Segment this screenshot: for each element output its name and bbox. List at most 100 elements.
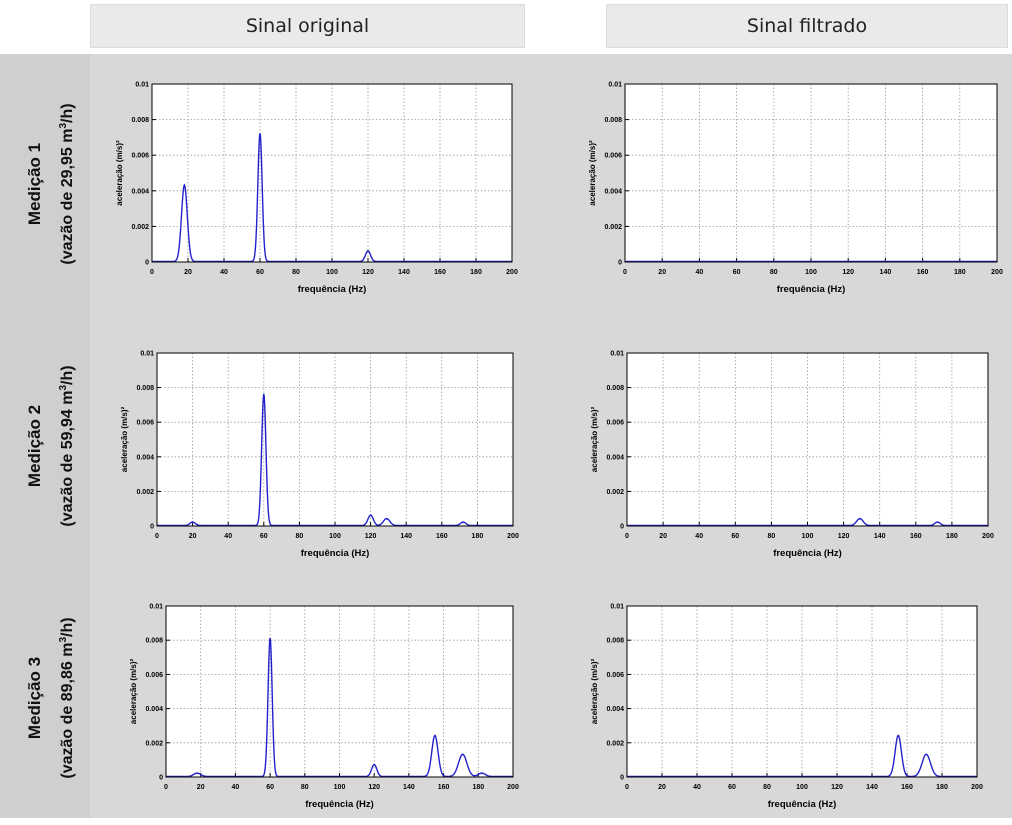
- y-tick-label: 0.002: [604, 224, 622, 231]
- x-tick-label: 200: [971, 784, 983, 791]
- x-tick-label: 120: [838, 533, 850, 540]
- peak-point: [461, 753, 464, 756]
- chart-svg: 0 20 40 60 80 100 120 140 160 180 200 0 0.002 0.004 0.…: [115, 82, 518, 296]
- y-tick-label: 0.01: [135, 82, 149, 89]
- y-axis-label: aceleração (m/s)²: [115, 140, 124, 206]
- x-tick-label: 60: [260, 533, 268, 540]
- x-tick-label: 80: [763, 784, 771, 791]
- x-tick-label: 40: [232, 784, 240, 791]
- x-axis-label: frequência (Hz): [773, 548, 842, 559]
- x-tick-label: 80: [768, 533, 776, 540]
- x-tick-label: 160: [917, 269, 929, 276]
- peak-point: [369, 514, 372, 517]
- spectrum-line: [627, 734, 977, 778]
- y-tick-label: 0.006: [145, 672, 163, 679]
- chart-svg: 0 20 40 60 80 100 120 140 160 180 200 0 0.002 0.004 0.…: [590, 351, 994, 560]
- y-tick-label: 0.004: [606, 454, 624, 461]
- x-tick-label: 40: [224, 533, 232, 540]
- plot-frame: [151, 83, 513, 263]
- x-axis-label: frequência (Hz): [777, 284, 846, 295]
- y-tick-label: 0.002: [131, 224, 149, 231]
- row-title: Medição 3: [25, 657, 44, 739]
- x-tick-label: 100: [329, 533, 341, 540]
- y-tick-label: 0.004: [131, 188, 149, 195]
- row-label-3: Medição 3 (vazão de 89,86 m3/h): [0, 578, 90, 818]
- column-header-original: Sinal original: [90, 4, 525, 48]
- x-tick-label: 200: [991, 269, 1003, 276]
- chart-panel-1-filtered: 0 20 40 60 80 100 120 140 160 180 200 0 0.002 0.004 0.…: [581, 78, 1005, 310]
- x-tick-label: 140: [874, 533, 886, 540]
- x-tick-label: 140: [398, 269, 410, 276]
- x-tick-label: 60: [731, 533, 739, 540]
- y-tick-label: 0.008: [136, 385, 154, 392]
- peak-point: [263, 393, 265, 396]
- spectrum-line: [166, 637, 513, 778]
- row-label-1: Medição 1 (vazão de 29,95 m3/h): [0, 54, 90, 314]
- y-tick-label: 0.008: [131, 117, 149, 124]
- row-title: Medição 2: [25, 405, 44, 487]
- x-axis-label: frequência (Hz): [305, 799, 374, 810]
- x-tick-label: 40: [696, 269, 704, 276]
- row-title: Medição 1: [25, 143, 44, 225]
- row-subtitle: (vazão de 29,95 m3/h): [58, 103, 76, 264]
- y-tick-label: 0.008: [606, 385, 624, 392]
- y-tick-label: 0.006: [604, 153, 622, 160]
- chart-svg: 0 20 40 60 80 100 120 140 160 180 200 0 0.002 0.004 0.…: [588, 82, 1003, 296]
- peak-point: [191, 521, 194, 524]
- x-tick-label: 60: [728, 784, 736, 791]
- y-tick-label: 0: [145, 260, 149, 267]
- x-tick-label: 80: [296, 533, 304, 540]
- x-tick-label: 140: [880, 269, 892, 276]
- x-tick-label: 20: [659, 533, 667, 540]
- x-tick-label: 100: [805, 269, 817, 276]
- y-tick-label: 0.002: [145, 740, 163, 747]
- y-tick-label: 0: [150, 524, 154, 531]
- chart-panel-3-original: 0 20 40 60 80 100 120 140 160 180 200 0 0.002 0.004 0.…: [122, 600, 521, 825]
- spectrum-line: [152, 133, 512, 263]
- x-tick-label: 120: [368, 784, 380, 791]
- x-tick-label: 100: [796, 784, 808, 791]
- x-tick-label: 20: [658, 269, 666, 276]
- y-tick-label: 0.006: [131, 153, 149, 160]
- y-tick-label: 0.01: [608, 82, 622, 89]
- peak-point: [269, 637, 271, 640]
- y-tick-label: 0.01: [149, 604, 163, 611]
- x-tick-label: 160: [438, 784, 450, 791]
- peak-point: [936, 521, 939, 524]
- x-tick-label: 20: [189, 533, 197, 540]
- x-tick-label: 100: [802, 533, 814, 540]
- chart-svg: 0 20 40 60 80 100 120 140 160 180 200 0 0.002 0.004 0.…: [590, 604, 983, 811]
- peak-point: [462, 521, 464, 524]
- peak-point: [480, 772, 483, 775]
- x-tick-label: 160: [434, 269, 446, 276]
- y-axis-label: aceleração (m/s)²: [590, 406, 599, 472]
- peak-point: [259, 133, 261, 135]
- y-tick-label: 0: [620, 775, 624, 782]
- chart-svg: 0 20 40 60 80 100 120 140 160 180 200 0 0.002 0.004 0.…: [129, 604, 519, 811]
- x-tick-label: 120: [831, 784, 843, 791]
- chart-svg: 0 20 40 60 80 100 120 140 160 180 200 0 0.002 0.004 0.…: [120, 351, 519, 560]
- y-tick-label: 0: [620, 524, 624, 531]
- y-tick-label: 0.01: [610, 351, 624, 358]
- x-tick-label: 140: [400, 533, 412, 540]
- x-tick-label: 80: [292, 269, 300, 276]
- x-tick-label: 100: [326, 269, 338, 276]
- y-tick-label: 0.008: [606, 638, 624, 645]
- peak-point: [897, 735, 900, 737]
- x-tick-label: 180: [954, 269, 966, 276]
- x-tick-label: 160: [901, 784, 913, 791]
- y-axis-label: aceleração (m/s)²: [590, 658, 599, 724]
- x-tick-label: 0: [625, 784, 629, 791]
- y-tick-label: 0.01: [140, 351, 154, 358]
- plot-frame: [165, 605, 514, 778]
- x-tick-label: 80: [770, 269, 778, 276]
- y-tick-label: 0.002: [606, 489, 624, 496]
- y-tick-label: 0.004: [136, 454, 154, 461]
- y-tick-label: 0.008: [604, 117, 622, 124]
- row-subtitle: (vazão de 89,86 m3/h): [58, 617, 76, 778]
- x-tick-label: 40: [220, 269, 228, 276]
- x-tick-label: 20: [197, 784, 205, 791]
- plot-frame: [156, 352, 514, 527]
- x-tick-label: 140: [403, 784, 415, 791]
- plot-frame: [626, 352, 989, 527]
